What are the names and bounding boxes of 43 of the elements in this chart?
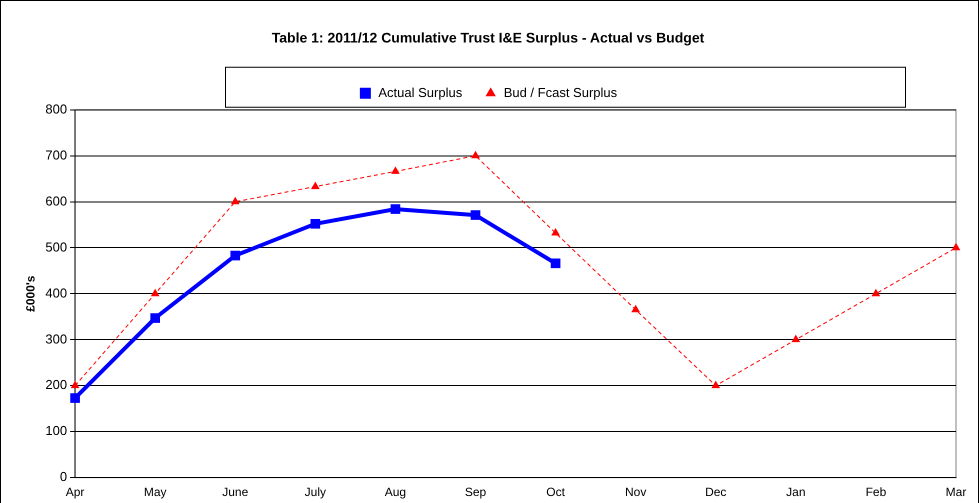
- point: [151, 289, 160, 296]
- point: [952, 243, 960, 250]
- y-tick-label: 800: [45, 101, 68, 116]
- point: [470, 210, 480, 220]
- point: [792, 335, 800, 342]
- point: [231, 197, 240, 204]
- x-tick-label: May: [144, 485, 167, 500]
- x-tick-label: Dec: [705, 485, 726, 500]
- y-tick-label: 400: [45, 285, 68, 300]
- point: [552, 228, 560, 236]
- point: [632, 305, 640, 312]
- x-tick-label: Mar: [946, 485, 966, 500]
- point: [391, 166, 400, 174]
- x-tick-label: Sep: [464, 485, 486, 500]
- y-axis-title: £000's: [24, 275, 38, 312]
- y-tick-label: 500: [45, 239, 68, 254]
- point: [311, 182, 320, 190]
- point: [390, 204, 400, 214]
- x-tick-label: Feb: [866, 485, 887, 500]
- x-tick-label: Nov: [624, 485, 646, 500]
- point: [550, 258, 560, 268]
- x-tick-label: Jan: [786, 485, 806, 500]
- y-tick-label: 300: [45, 331, 68, 346]
- chart-title: Table 1: 2011/12 Cumulative Trust I&E Surplus - Actual vs Budget: [272, 29, 705, 46]
- point: [712, 381, 720, 388]
- legend-label: Bud / Fcast Surplus: [504, 84, 618, 100]
- y-tick-label: 100: [45, 423, 68, 438]
- x-tick-label: Oct: [546, 485, 566, 500]
- point: [150, 313, 160, 323]
- x-tick-label: July: [304, 485, 326, 500]
- y-tick-label: 600: [45, 193, 68, 208]
- x-tick-label: Aug: [384, 485, 406, 500]
- y-tick-label: 0: [60, 469, 68, 484]
- x-tick-label: Apr: [66, 485, 84, 500]
- point: [872, 289, 880, 296]
- point: [472, 151, 480, 158]
- y-tick-label: 700: [45, 147, 68, 162]
- y-tick-label: 200: [45, 377, 68, 392]
- point: [70, 393, 80, 403]
- point: [310, 218, 320, 229]
- legend-label: Actual Surplus: [378, 84, 463, 100]
- point: [230, 250, 240, 260]
- x-tick-label: June: [222, 485, 249, 500]
